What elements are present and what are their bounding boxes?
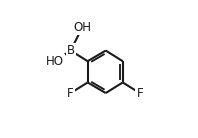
Text: HO: HO [46, 55, 64, 68]
Text: F: F [136, 87, 143, 100]
Text: OH: OH [73, 21, 91, 34]
Text: B: B [67, 44, 75, 57]
Text: F: F [67, 87, 74, 100]
